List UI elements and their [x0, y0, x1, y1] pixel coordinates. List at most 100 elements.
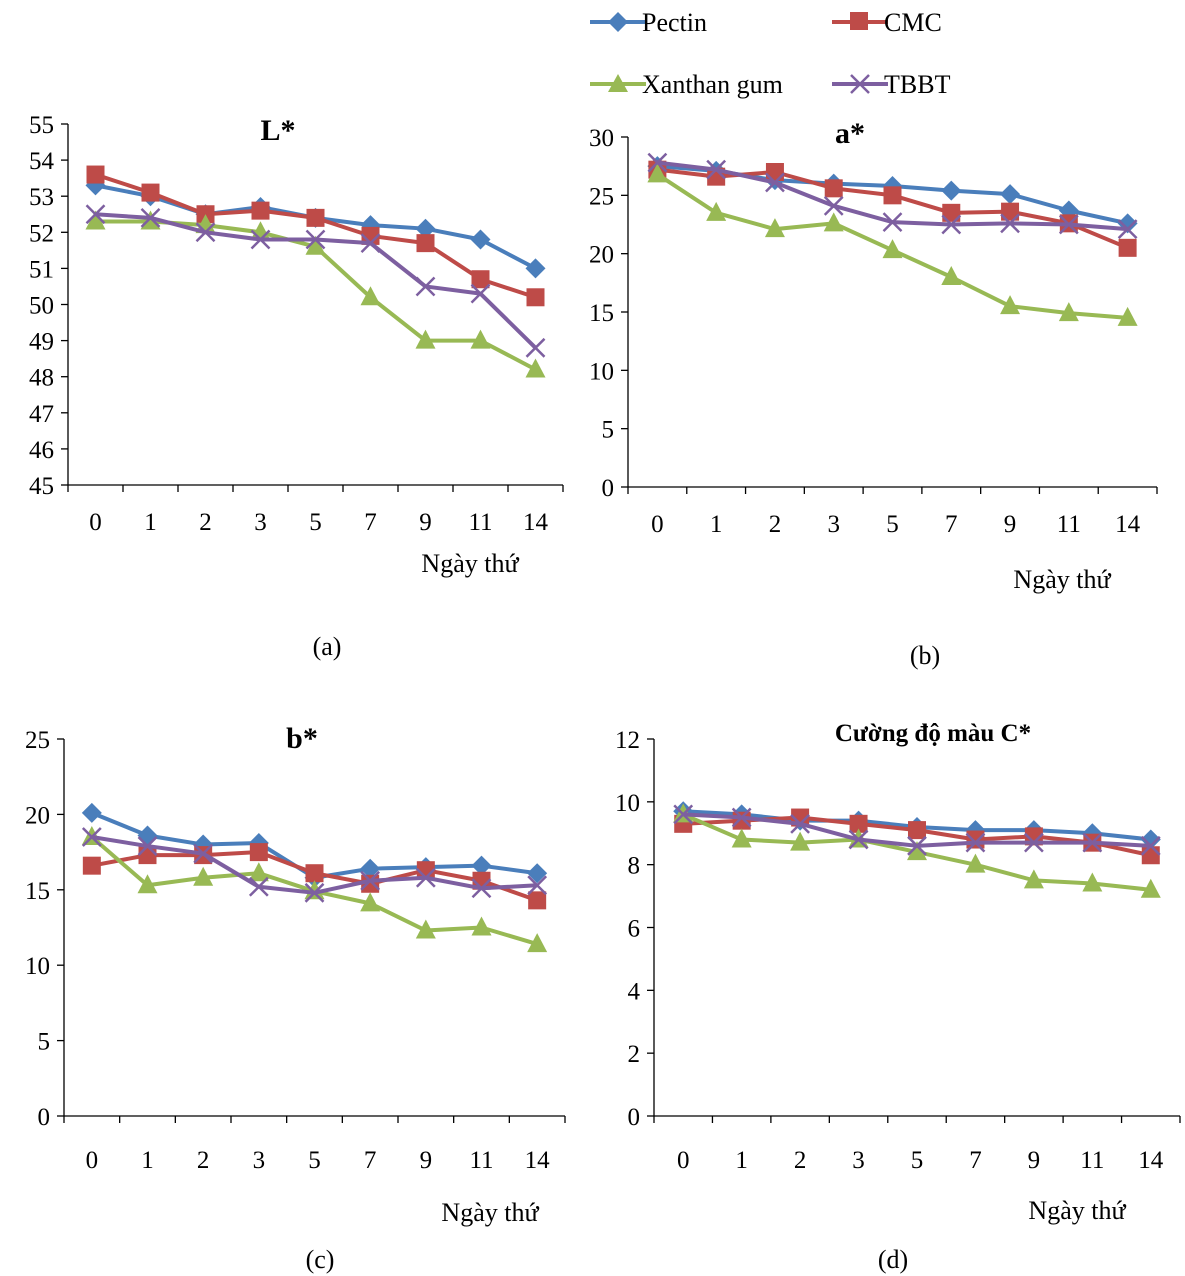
marker-tbbt	[140, 207, 161, 228]
marker-cmc	[908, 821, 926, 840]
marker-xanthan-gum	[764, 218, 785, 238]
legend-label-tbbt: TBBT	[884, 70, 951, 99]
marker-pectin	[360, 858, 381, 879]
legend: Pectin CMC Xanthan gum TBBT	[590, 8, 951, 99]
x-tick-label: 3	[254, 509, 267, 536]
marker-cmc	[141, 183, 160, 202]
marker-xanthan-gum	[137, 874, 158, 894]
x-tick-label: 9	[1028, 1147, 1041, 1174]
legend-marker-xanthan-gum	[608, 74, 628, 92]
series-tbbt	[81, 827, 548, 903]
legend-marker-pectin	[608, 12, 628, 32]
y-tick-label: 10	[615, 790, 640, 817]
x-tick-label: 0	[677, 1147, 690, 1174]
marker-tbbt	[731, 807, 752, 828]
marker-xanthan-gum	[415, 919, 436, 939]
x-tick-label: 7	[945, 511, 958, 538]
marker-pectin	[137, 825, 158, 846]
marker-xanthan-gum	[304, 880, 325, 900]
marker-xanthan-gum	[790, 831, 811, 851]
x-tick-label: 5	[309, 509, 322, 536]
x-tick-label: 7	[364, 1147, 377, 1174]
marker-pectin	[470, 229, 491, 250]
marker-tbbt	[790, 813, 810, 834]
marker-cmc	[824, 179, 843, 198]
marker-tbbt	[706, 159, 727, 180]
y-tick-label: 54	[29, 148, 55, 175]
marker-tbbt	[471, 878, 492, 899]
x-tick-label: 5	[886, 511, 899, 538]
y-tick-label: 15	[25, 878, 50, 905]
y-tick-label: 55	[29, 112, 54, 139]
series-tbbt	[647, 152, 1138, 240]
marker-xanthan-gum	[471, 916, 492, 936]
marker-tbbt	[941, 214, 962, 235]
marker-xanthan-gum	[360, 892, 381, 912]
marker-xanthan-gum	[907, 841, 927, 861]
marker-xanthan-gum	[305, 235, 326, 255]
marker-cmc	[1001, 202, 1020, 221]
marker-tbbt	[250, 229, 271, 250]
marker-tbbt	[85, 204, 106, 225]
x-tick-label: 14	[1115, 511, 1141, 538]
y-tick-label: 10	[589, 358, 614, 385]
x-tick-label: 0	[89, 509, 102, 536]
marker-xanthan-gum	[1000, 295, 1021, 315]
marker-cmc	[765, 163, 784, 181]
y-tick-label: 25	[25, 727, 50, 754]
marker-tbbt	[137, 836, 158, 856]
y-tick-label: 0	[38, 1104, 51, 1131]
x-tick-label: 14	[525, 1147, 551, 1174]
x-axis-label: Ngày thứ	[1013, 565, 1111, 594]
marker-cmc	[82, 856, 101, 875]
x-axis-label: Ngày thứ	[1028, 1196, 1126, 1225]
marker-cmc	[471, 270, 490, 289]
marker-xanthan-gum	[140, 210, 161, 230]
y-tick-label: 20	[589, 242, 614, 269]
marker-cmc	[942, 203, 961, 222]
x-tick-label: 11	[468, 509, 492, 536]
x-axis-label: Ngày thứ	[441, 1198, 539, 1227]
marker-tbbt	[525, 337, 546, 358]
marker-tbbt	[965, 832, 986, 853]
y-tick-label: 46	[29, 437, 54, 464]
marker-tbbt	[415, 276, 436, 297]
marker-tbbt	[907, 835, 927, 856]
marker-pectin	[941, 180, 962, 201]
legend-label-xanthan-gum: Xanthan gum	[642, 70, 783, 99]
y-tick-label: 5	[602, 417, 615, 444]
series-cmc	[82, 843, 547, 910]
marker-cmc	[361, 226, 380, 245]
marker-cmc	[306, 208, 325, 227]
marker-xanthan-gum	[706, 201, 727, 221]
marker-xanthan-gum	[1117, 306, 1138, 326]
marker-xanthan-gum	[1058, 302, 1079, 322]
marker-tbbt	[195, 222, 216, 243]
marker-xanthan-gum	[85, 210, 106, 230]
x-tick-label: 11	[1057, 511, 1081, 538]
marker-cmc	[251, 201, 270, 220]
marker-tbbt	[848, 829, 869, 850]
marker-pectin	[527, 863, 548, 884]
x-axis-label: Ngày thứ	[421, 549, 519, 578]
marker-cmc	[305, 864, 324, 883]
marker-xanthan-gum	[1023, 869, 1044, 889]
marker-tbbt	[360, 870, 381, 891]
chart-b: 0 5 10 15 20 25 30 0 1 2 3 5 7 9 11 14 a* Ngày thứ (b)	[589, 117, 1158, 670]
series-xanthan-gum	[647, 163, 1138, 326]
marker-xanthan-gum	[731, 828, 752, 848]
x-tick-label: 1	[141, 1147, 154, 1174]
x-tick-label: 2	[794, 1147, 807, 1174]
marker-tbbt	[647, 152, 668, 173]
y-tick-label: 52	[29, 220, 54, 247]
marker-pectin	[1000, 184, 1021, 205]
marker-cmc	[1141, 846, 1160, 865]
marker-cmc	[732, 811, 751, 830]
x-tick-label: 1	[144, 509, 157, 536]
marker-cmc	[883, 186, 902, 205]
y-tick-label: 25	[589, 183, 614, 210]
marker-xanthan-gum	[193, 866, 214, 886]
